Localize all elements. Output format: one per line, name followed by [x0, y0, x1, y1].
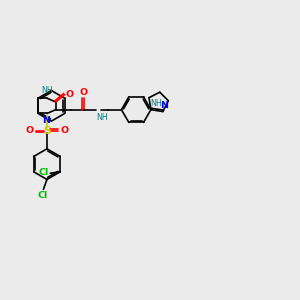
Text: N: N	[42, 116, 50, 125]
Text: NH: NH	[41, 86, 53, 95]
Text: O: O	[80, 88, 88, 97]
Text: O: O	[66, 90, 74, 99]
Text: O: O	[25, 126, 33, 135]
Text: Cl: Cl	[38, 168, 48, 177]
Text: N: N	[160, 101, 168, 110]
Text: O: O	[61, 126, 69, 135]
Text: NH: NH	[96, 112, 108, 122]
Text: NH: NH	[150, 100, 162, 109]
Text: Cl: Cl	[38, 191, 48, 200]
Text: S: S	[43, 126, 51, 136]
